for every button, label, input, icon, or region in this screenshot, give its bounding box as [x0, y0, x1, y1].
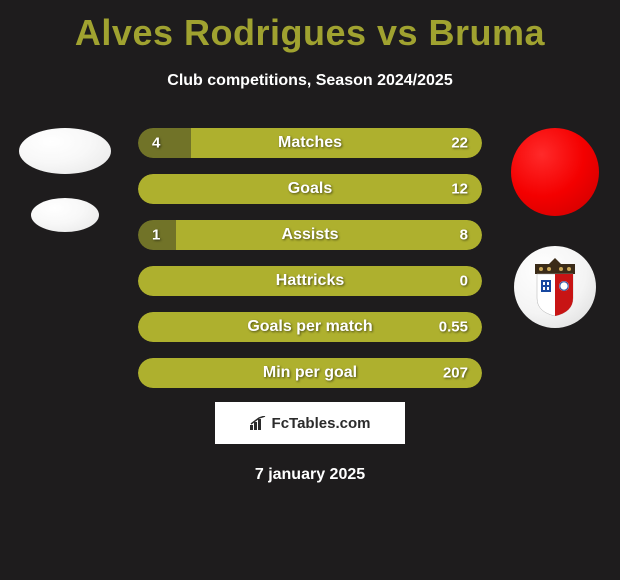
subtitle: Club competitions, Season 2024/2025 [0, 72, 620, 90]
stat-label: Matches [278, 134, 342, 152]
stat-row: Goals per match 0.55 [138, 312, 482, 342]
brand-footer-text: FcTables.com [250, 415, 371, 432]
avatar-left [19, 128, 111, 174]
stat-row: Goals 12 [138, 174, 482, 204]
chart-icon [250, 416, 268, 430]
stat-value-right: 22 [451, 135, 468, 152]
left-player-column [15, 128, 115, 232]
stat-value-right: 0.55 [439, 319, 468, 336]
stat-row: Hattricks 0 [138, 266, 482, 296]
stat-value-right: 0 [460, 273, 468, 290]
stat-label: Goals [288, 180, 332, 198]
stat-row: Assists 1 8 [138, 220, 482, 250]
stat-value-left: 1 [152, 227, 160, 244]
stat-value-right: 207 [443, 365, 468, 382]
stat-label: Hattricks [276, 272, 344, 290]
club-logo-left [31, 198, 99, 232]
footer-date: 7 january 2025 [0, 466, 620, 484]
club-crest-icon [531, 258, 579, 316]
stat-label: Goals per match [247, 318, 372, 336]
stat-value-left: 4 [152, 135, 160, 152]
stat-value-right: 12 [451, 181, 468, 198]
stat-value-right: 8 [460, 227, 468, 244]
bars-container: Matches 4 22 Goals 12 Assists 1 8 Hattricks 0 Goal… [138, 128, 482, 404]
comparison-chart: Matches 4 22 Goals 12 Assists 1 8 Hattricks 0 Goal… [0, 128, 620, 388]
brand-footer-box: FcTables.com [215, 402, 405, 444]
stat-row: Min per goal 207 [138, 358, 482, 388]
club-logo-right [514, 246, 596, 328]
avatar-right [511, 128, 599, 216]
brand-label: FcTables.com [272, 415, 371, 432]
right-player-column [505, 128, 605, 328]
stat-row: Matches 4 22 [138, 128, 482, 158]
page-title: Alves Rodrigues vs Bruma [0, 0, 620, 54]
bar-segment-left [138, 128, 191, 158]
stat-label: Assists [282, 226, 339, 244]
stat-label: Min per goal [263, 364, 357, 382]
